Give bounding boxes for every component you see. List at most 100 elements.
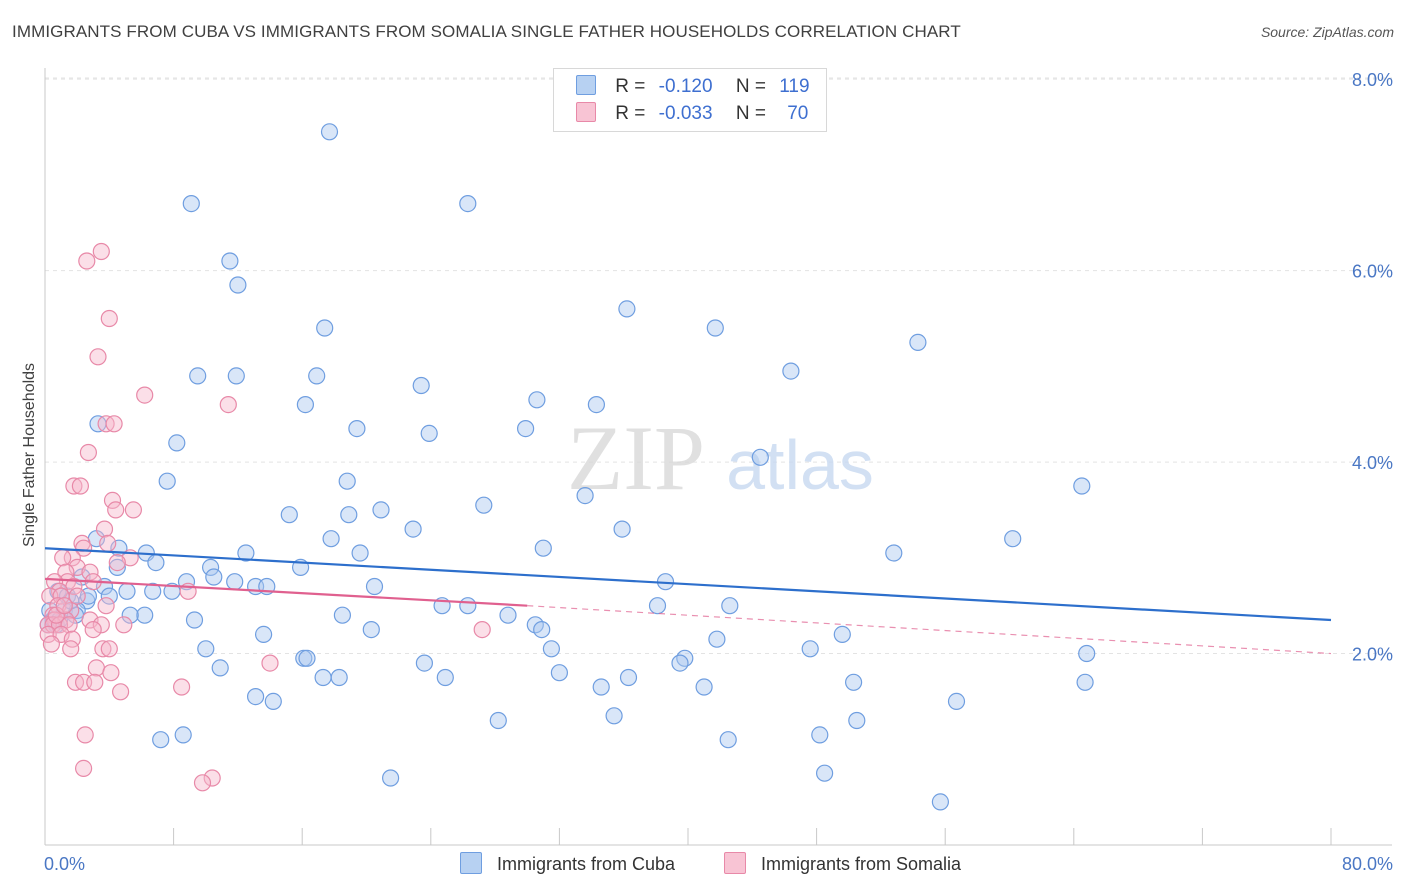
cuba-point-103	[844, 673, 863, 691]
cuba-point-23	[158, 472, 176, 490]
somalia-n-value: 70	[787, 103, 809, 124]
somalia-point-11	[103, 491, 122, 509]
cuba-trend-line	[44, 547, 1332, 622]
somalia-trend-extension	[527, 605, 1332, 655]
bottom-somalia-swatch	[724, 852, 746, 874]
cuba-point-13	[782, 362, 800, 380]
somalia-point-61	[86, 673, 104, 691]
cuba-point-86	[1078, 644, 1096, 663]
cuba-point-12	[412, 376, 430, 395]
somalia-point-57	[87, 659, 106, 677]
cuba-point-26	[1073, 477, 1091, 495]
somalia-r-label: R =	[615, 103, 646, 124]
bottom-legend-cuba: Immigrants from Cuba	[460, 852, 675, 875]
legend-row-somalia: R = -0.033 N = 70	[576, 102, 808, 126]
cuba-point-57	[144, 582, 162, 600]
cuba-point-80	[833, 625, 851, 644]
cuba-r-value: -0.120	[658, 76, 713, 97]
somalia-point-50	[84, 620, 102, 639]
somalia-point-53	[62, 640, 80, 658]
cuba-point-39	[351, 544, 369, 562]
cuba-point-107	[719, 731, 737, 749]
cuba-point-52	[365, 577, 384, 596]
cuba-point-104	[947, 692, 966, 711]
cuba-point-45	[202, 558, 220, 577]
cuba-point-91	[415, 654, 433, 672]
somalia-point-44	[92, 616, 110, 634]
x-tick-label-1: 80.0%	[1342, 854, 1393, 874]
cuba-points	[39, 123, 1096, 811]
cuba-point-32	[613, 520, 631, 538]
cuba-point-43	[108, 558, 126, 577]
cuba-point-5	[618, 300, 636, 318]
cuba-point-10	[227, 367, 245, 385]
cuba-point-31	[404, 520, 422, 538]
cuba-point-92	[211, 659, 229, 677]
y-tick-label-0: 2.0%	[1352, 645, 1393, 665]
cuba-point-9	[189, 367, 207, 385]
somalia-point-22	[108, 553, 126, 572]
cuba-point-1	[182, 195, 200, 213]
cuba-point-76	[533, 620, 551, 639]
somalia-point-41	[81, 611, 99, 629]
cuba-point-90	[298, 649, 316, 667]
cuba-point-101	[264, 692, 282, 711]
cuba-point-16	[587, 396, 606, 414]
y-tick-label-3: 8.0%	[1352, 70, 1393, 90]
trend-lines	[44, 547, 1332, 655]
somalia-point-14	[95, 520, 114, 538]
cuba-n-label: N =	[735, 76, 766, 97]
cuba-point-21	[168, 434, 186, 452]
grid-lines	[45, 77, 1392, 655]
y-axis-label: Single Father Households	[21, 363, 38, 547]
cuba-point-48	[226, 573, 244, 591]
somalia-point-4	[136, 386, 154, 404]
cuba-point-110	[152, 731, 170, 749]
cuba-point-70	[333, 606, 351, 624]
cuba-point-61	[459, 597, 477, 615]
cuba-point-29	[340, 506, 358, 524]
cuba-point-7	[706, 319, 724, 337]
cuba-point-109	[848, 711, 866, 730]
somalia-point-52	[42, 635, 61, 653]
cuba-point-22	[751, 448, 769, 466]
cuba-point-113	[815, 764, 834, 782]
somalia-point-69	[55, 597, 73, 615]
somalia-point-56	[261, 654, 279, 672]
cuba-point-112	[382, 769, 400, 787]
cuba-point-97	[619, 668, 638, 687]
cuba-point-105	[489, 711, 507, 730]
legend-row-cuba: R = -0.120 N = 119	[576, 75, 810, 99]
cuba-point-94	[330, 668, 348, 687]
cuba-point-63	[721, 597, 739, 615]
cuba-point-42	[147, 553, 165, 572]
cuba-point-46	[205, 568, 223, 586]
cuba-point-27	[475, 496, 493, 514]
tick-labels: 2.0% 4.0% 6.0% 8.0% 0.0% 80.0%	[44, 70, 1393, 874]
cuba-point-79	[708, 630, 726, 648]
cuba-point-56	[118, 582, 136, 600]
cuba-swatch	[576, 75, 596, 95]
cuba-n-value: 119	[779, 76, 810, 97]
somalia-swatch	[576, 102, 596, 122]
somalia-point-45	[115, 616, 133, 634]
cuba-point-89	[671, 654, 689, 672]
cuba-point-96	[550, 664, 569, 682]
chart-title: IMMIGRANTS FROM CUBA VS IMMIGRANTS FROM …	[12, 22, 961, 41]
somalia-point-2	[100, 309, 118, 328]
cuba-point-35	[534, 539, 552, 557]
bottom-cuba-swatch	[460, 852, 482, 874]
cuba-point-73	[121, 606, 139, 624]
somalia-points	[39, 242, 491, 792]
correlation-legend: R = -0.120 N = 119 R = -0.033 N = 70	[553, 68, 827, 132]
cuba-point-33	[322, 530, 340, 548]
cuba-point-74	[185, 611, 204, 629]
cuba-point-102	[592, 678, 610, 696]
cuba-point-59	[100, 587, 118, 605]
cuba-point-6	[316, 319, 334, 337]
cuba-point-88	[676, 649, 694, 667]
cuba-point-20	[516, 420, 535, 438]
somalia-point-1	[78, 252, 96, 270]
cuba-point-2	[459, 195, 477, 213]
cuba-point-11	[308, 367, 326, 385]
